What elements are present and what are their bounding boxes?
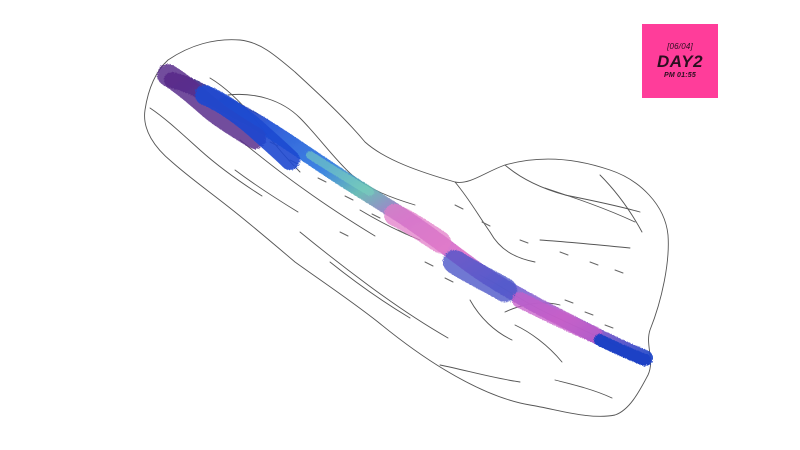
day-time-text: PM 01:55 [664, 71, 696, 79]
day-title-text: DAY2 [656, 51, 704, 71]
day-date-text: [06/04] [667, 41, 693, 51]
ink-stroke [157, 64, 653, 366]
day-label-card: [06/04] DAY2 PM 01:55 [642, 24, 718, 98]
